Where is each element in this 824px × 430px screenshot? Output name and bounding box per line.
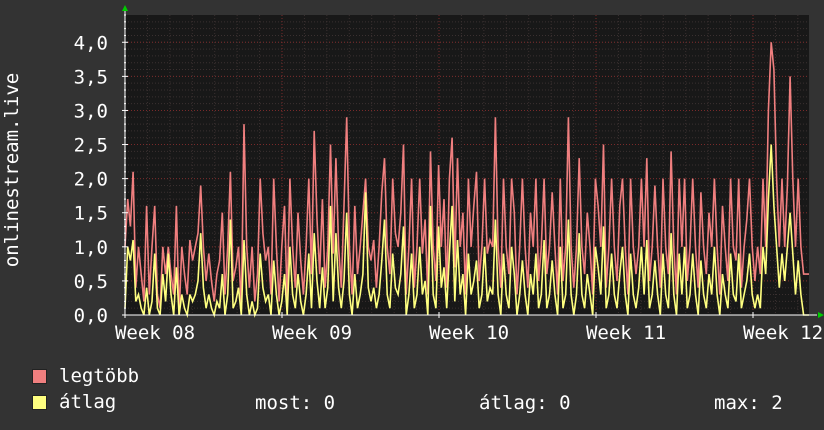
stat-max: max: 2 — [714, 392, 783, 414]
series-line-1 — [124, 144, 809, 319]
x-axis-arrow-icon — [818, 312, 824, 318]
y-tick-labels: 0,0 0,5 1,0 1,5 2,0 2,5 3,0 3,5 4,0 — [74, 32, 108, 327]
y-tick-label: 3,0 — [74, 100, 108, 122]
stat-avg: átlag: 0 — [479, 392, 571, 414]
legend: legtöbb átlag — [0, 360, 824, 430]
y-axis-arrow-icon — [122, 5, 128, 11]
x-tick-label: Week 10 — [429, 322, 509, 344]
y-tick-label: 1,0 — [74, 237, 108, 259]
legend-item-atlag: átlag — [32, 390, 116, 414]
x-tick-labels: Week 08 Week 09 Week 10 Week 11 Week 12 — [115, 322, 823, 344]
x-tick-label: Week 11 — [586, 322, 666, 344]
legend-label-legtobb: legtöbb — [59, 365, 140, 387]
series-lines — [124, 42, 809, 319]
series-line-0 — [124, 42, 809, 316]
legend-item-legtobb: legtöbb — [32, 364, 139, 388]
x-tick-label: Week 12 — [743, 322, 823, 344]
y-tick-label: 4,0 — [74, 32, 108, 54]
y-tick-label: 1,5 — [74, 203, 108, 225]
y-tick-label: 0,0 — [74, 305, 108, 327]
stat-now: most: 0 — [255, 392, 336, 414]
y-tick-label: 3,5 — [74, 66, 108, 88]
x-tick-label: Week 09 — [272, 322, 352, 344]
legend-swatch-atlag — [32, 394, 47, 410]
y-tick-label: 0,5 — [74, 271, 108, 293]
legend-label-atlag: átlag — [59, 391, 117, 413]
axes — [122, 5, 824, 318]
x-tick-label: Week 08 — [115, 322, 195, 344]
y-axis-title: onlinestream.live — [1, 60, 23, 280]
chart: 0,00,51,01,52,02,53,03,54,0 Week 08 Week … — [74, 5, 824, 344]
y-axis-title-text: onlinestream.live — [1, 72, 23, 268]
y-tick-label: 2,5 — [74, 135, 108, 157]
y-tick-label: 2,0 — [74, 169, 108, 191]
legend-swatch-legtobb — [32, 368, 47, 384]
